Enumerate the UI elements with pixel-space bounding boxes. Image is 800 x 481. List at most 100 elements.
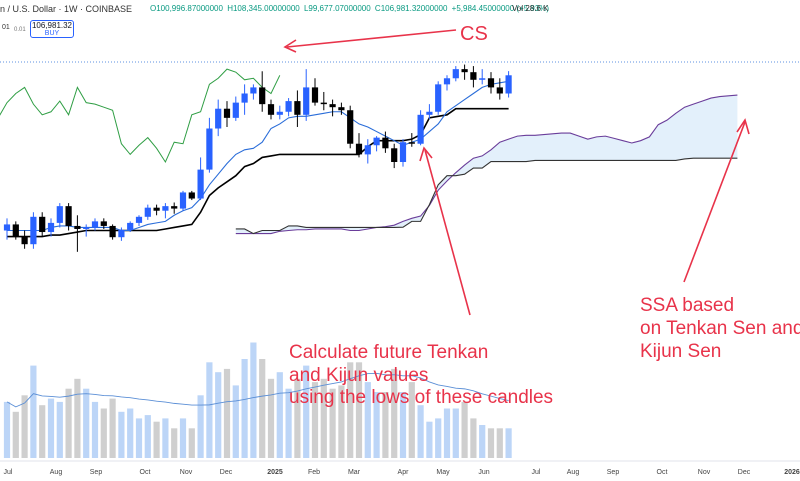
candle[interactable] xyxy=(347,105,354,149)
candle[interactable] xyxy=(373,136,380,152)
ohlc-open: O100,996.87000000 xyxy=(150,4,223,13)
candle-body xyxy=(153,207,160,211)
candle[interactable] xyxy=(91,218,99,231)
volume-bar xyxy=(39,405,46,458)
sell-button[interactable]: 01 xyxy=(2,24,10,31)
candle[interactable] xyxy=(21,230,28,249)
time-axis-label: Aug xyxy=(567,469,580,476)
volume-bar xyxy=(259,359,266,458)
candle[interactable] xyxy=(391,143,398,169)
candle[interactable] xyxy=(355,133,363,158)
candle-body xyxy=(188,192,195,199)
candle[interactable] xyxy=(3,218,11,240)
candle[interactable] xyxy=(259,71,266,112)
candle[interactable] xyxy=(435,81,442,115)
candle[interactable] xyxy=(303,69,310,121)
time-axis-label: Nov xyxy=(180,469,193,476)
candle[interactable] xyxy=(127,221,134,233)
candle[interactable] xyxy=(311,78,319,106)
candle[interactable] xyxy=(250,84,257,100)
candle[interactable] xyxy=(215,99,222,137)
volume-bar xyxy=(83,388,90,458)
candle[interactable] xyxy=(39,212,46,237)
candle[interactable] xyxy=(452,66,459,82)
candle-body xyxy=(171,206,178,209)
candle[interactable] xyxy=(443,75,451,91)
candle[interactable] xyxy=(30,212,37,249)
candle-body xyxy=(83,227,90,229)
candle[interactable] xyxy=(65,203,72,231)
candle[interactable] xyxy=(197,157,204,201)
tenkan-arrow xyxy=(424,149,471,316)
candle[interactable] xyxy=(232,96,239,121)
candle-body xyxy=(505,75,512,94)
candle[interactable] xyxy=(382,131,389,153)
candle[interactable] xyxy=(56,203,63,228)
candle[interactable] xyxy=(276,105,283,120)
symbol-title[interactable]: n / U.S. Dollar · 1W · COINBASE xyxy=(0,4,133,14)
volume-bar xyxy=(320,378,327,458)
buy-button[interactable]: 106,981.32 BUY xyxy=(30,20,74,38)
candle[interactable] xyxy=(417,110,424,146)
candle[interactable] xyxy=(12,221,19,240)
candle[interactable] xyxy=(426,104,433,120)
candle[interactable] xyxy=(188,190,195,201)
candle[interactable] xyxy=(223,101,231,127)
candle-body xyxy=(364,145,371,155)
candle[interactable] xyxy=(171,202,178,214)
candle[interactable] xyxy=(338,102,345,115)
candle[interactable] xyxy=(83,224,90,237)
candle-body xyxy=(399,142,407,162)
candle[interactable] xyxy=(479,69,486,85)
candle[interactable] xyxy=(285,98,292,117)
candle[interactable] xyxy=(461,64,468,80)
candle[interactable] xyxy=(109,224,116,240)
volume-bar xyxy=(373,392,380,458)
time-axis-label: Aug xyxy=(50,469,63,476)
candle[interactable] xyxy=(74,215,81,252)
candle[interactable] xyxy=(144,204,151,220)
candle[interactable] xyxy=(505,71,512,98)
candle-body xyxy=(127,222,134,230)
candle[interactable] xyxy=(267,99,275,120)
volume-bar xyxy=(417,405,424,458)
volume-bar xyxy=(100,408,107,458)
candle[interactable] xyxy=(294,90,301,127)
candle[interactable] xyxy=(47,218,55,237)
volume-bar xyxy=(65,388,72,458)
candle[interactable] xyxy=(100,218,107,229)
candle[interactable] xyxy=(206,117,213,173)
candle[interactable] xyxy=(118,227,125,241)
candle-body xyxy=(215,108,222,129)
candle[interactable] xyxy=(496,78,503,100)
candle-body xyxy=(285,101,292,112)
candle-body xyxy=(259,87,266,105)
candle[interactable] xyxy=(135,215,143,226)
candle-body xyxy=(118,229,125,238)
candle[interactable] xyxy=(162,203,169,219)
time-axis-label: Oct xyxy=(657,469,668,476)
candle[interactable] xyxy=(487,72,495,94)
candle-body xyxy=(109,225,116,238)
candle[interactable] xyxy=(408,133,415,147)
candle-body xyxy=(3,224,11,231)
candle-body xyxy=(91,221,99,228)
span-a-line xyxy=(235,94,738,235)
candle[interactable] xyxy=(364,139,371,164)
annotations: CS Calculate future Tenkan and Kijun val… xyxy=(283,23,800,408)
candle-body xyxy=(329,104,336,108)
candle[interactable] xyxy=(153,204,160,216)
candle[interactable] xyxy=(241,84,248,115)
volume-bar xyxy=(188,428,195,458)
candle[interactable] xyxy=(399,139,407,167)
candle[interactable] xyxy=(320,91,327,111)
candle[interactable] xyxy=(179,190,187,211)
candle-body xyxy=(320,102,327,105)
ssa-note-line1: SSA based xyxy=(640,295,734,316)
candlesticks[interactable] xyxy=(3,64,512,252)
volume-bar xyxy=(382,392,389,458)
candle[interactable] xyxy=(470,66,477,88)
candle[interactable] xyxy=(329,99,336,117)
volume-bar xyxy=(505,428,512,458)
